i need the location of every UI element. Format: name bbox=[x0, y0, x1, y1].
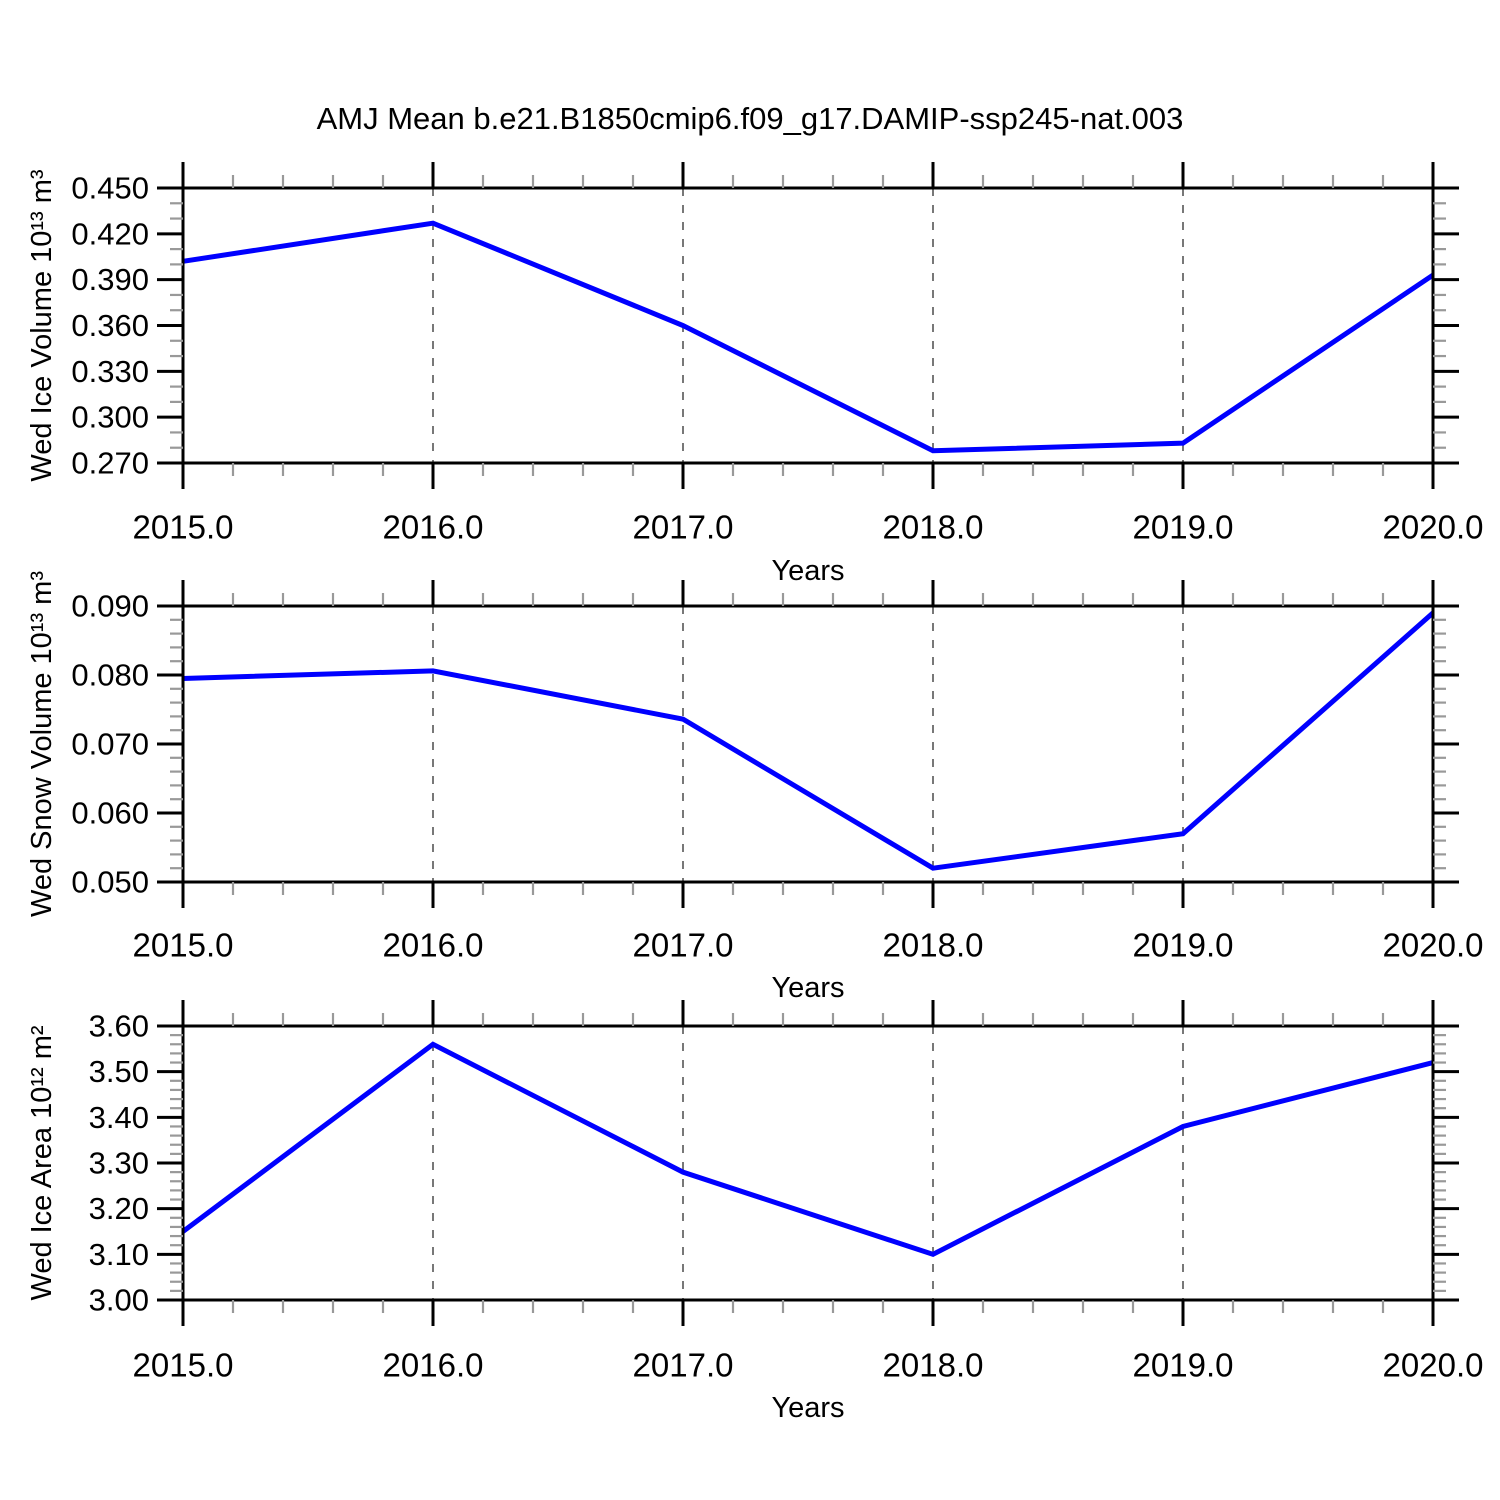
y-tick-label: 0.090 bbox=[71, 589, 149, 624]
data-line-series bbox=[182, 611, 1435, 871]
x-axis-title: Years bbox=[771, 972, 844, 1004]
y-tick-label: 3.60 bbox=[89, 1009, 149, 1044]
y-tick-label: 0.450 bbox=[71, 171, 149, 206]
x-tick-label: 2019.0 bbox=[1133, 1347, 1234, 1384]
y-tick-label: 3.20 bbox=[89, 1191, 149, 1226]
data-line-series bbox=[181, 1041, 1434, 1258]
y-tick-label: 0.360 bbox=[71, 308, 149, 343]
y-tick-label: 0.300 bbox=[71, 400, 149, 435]
x-tick-label: 2018.0 bbox=[883, 927, 984, 964]
x-tick-label: 2017.0 bbox=[633, 927, 734, 964]
plot-box bbox=[181, 1024, 1435, 1302]
y-tick-label: 3.10 bbox=[89, 1237, 149, 1272]
x-tick-label: 2018.0 bbox=[883, 1347, 984, 1384]
y-tick-label: 0.390 bbox=[71, 262, 149, 297]
y-tick-label: 0.070 bbox=[71, 727, 149, 762]
x-tick-label: 2020.0 bbox=[1383, 1347, 1484, 1384]
y-axis-title: Wed Ice Volume 10¹³ m³ bbox=[26, 169, 58, 481]
x-tick-label: 2015.0 bbox=[133, 927, 234, 964]
y-tick-label: 0.050 bbox=[71, 865, 149, 900]
y-tick-label: 3.50 bbox=[89, 1054, 149, 1089]
x-axis-title: Years bbox=[771, 1392, 844, 1424]
y-axis-title: Wed Ice Area 10¹² m² bbox=[26, 1025, 58, 1300]
y-tick-label: 0.420 bbox=[71, 216, 149, 251]
x-tick-label: 2016.0 bbox=[383, 509, 484, 546]
x-tick-label: 2016.0 bbox=[383, 1347, 484, 1384]
y-tick-label: 0.270 bbox=[71, 446, 149, 481]
y-axis-title: Wed Snow Volume 10¹³ m³ bbox=[26, 571, 58, 917]
y-tick-label: 3.00 bbox=[89, 1283, 149, 1318]
x-tick-label: 2016.0 bbox=[383, 927, 484, 964]
y-tick-label: 3.30 bbox=[89, 1146, 149, 1181]
x-tick-label: 2015.0 bbox=[133, 1347, 234, 1384]
x-tick-label: 2017.0 bbox=[633, 509, 734, 546]
x-tick-label: 2019.0 bbox=[1133, 509, 1234, 546]
x-tick-label: 2020.0 bbox=[1383, 509, 1484, 546]
y-tick-label: 0.060 bbox=[71, 796, 149, 831]
y-tick-label: 3.40 bbox=[89, 1100, 149, 1135]
figure-title: AMJ Mean b.e21.B1850cmip6.f09_g17.DAMIP-… bbox=[316, 101, 1184, 136]
x-axis-title: Years bbox=[771, 555, 844, 587]
x-tick-label: 2018.0 bbox=[883, 509, 984, 546]
plot-box bbox=[181, 604, 1435, 884]
x-tick-label: 2015.0 bbox=[133, 509, 234, 546]
plot-box bbox=[181, 186, 1435, 465]
x-tick-label: 2019.0 bbox=[1133, 927, 1234, 964]
data-line-series bbox=[182, 220, 1435, 454]
y-tick-label: 0.080 bbox=[71, 658, 149, 693]
x-tick-label: 2020.0 bbox=[1383, 927, 1484, 964]
y-tick-label: 0.330 bbox=[71, 354, 149, 389]
x-tick-label: 2017.0 bbox=[633, 1347, 734, 1384]
